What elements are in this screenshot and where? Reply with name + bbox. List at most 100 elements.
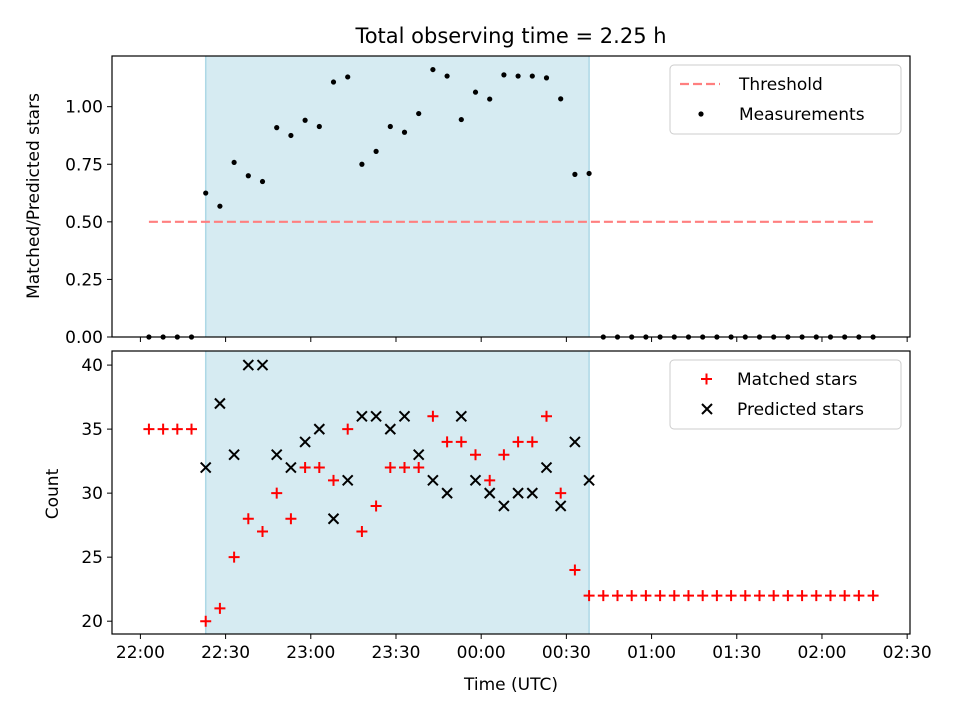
- predicted-stars-point: [342, 474, 354, 487]
- x-tick-label: 02:00: [797, 643, 846, 663]
- matched-stars-point: [271, 487, 283, 499]
- matched-stars-point: [569, 564, 581, 576]
- matched-stars-point: [200, 615, 212, 627]
- matched-stars-point: [739, 590, 751, 602]
- bottom-y-tick-label: 35: [81, 420, 103, 440]
- matched-stars-point: [143, 423, 155, 435]
- predicted-stars-point: [299, 436, 311, 448]
- matched-stars-point: [427, 410, 439, 422]
- matched-stars-point: [370, 500, 382, 512]
- measurement-point: [316, 123, 322, 130]
- matched-stars-point: [682, 590, 694, 602]
- legend-label-matched-stars: Matched stars: [737, 370, 857, 390]
- matched-stars-point: [470, 449, 482, 461]
- measurement-point: [529, 73, 535, 79]
- matched-stars-point: [242, 513, 254, 525]
- bottom-y-tick-label: 20: [81, 612, 103, 632]
- matched-stars-point: [455, 436, 467, 448]
- matched-stars-point: [725, 590, 737, 602]
- matched-stars-point: [597, 590, 609, 602]
- measurement-point: [217, 203, 223, 209]
- matched-stars-point: [399, 462, 411, 474]
- bottom-y-tick-label: 40: [81, 356, 103, 376]
- matched-stars-point: [313, 462, 325, 474]
- matched-stars-point: [257, 526, 269, 538]
- matched-stars-point: [214, 602, 226, 614]
- predicted-stars-point: [285, 461, 297, 474]
- measurement-point: [259, 178, 266, 185]
- matched-stars-point: [611, 590, 623, 602]
- matched-stars-point: [356, 526, 368, 538]
- matched-stars-point: [186, 423, 198, 435]
- matched-stars-point: [512, 436, 524, 448]
- top-y-tick-label: 1.00: [65, 98, 103, 118]
- matched-stars-point: [668, 590, 680, 602]
- x-tick-label: 01:30: [712, 643, 761, 663]
- top-y-tick-label: 0.25: [65, 270, 103, 290]
- matched-stars-point: [526, 436, 538, 448]
- matched-stars-point: [413, 462, 425, 474]
- x-tick-label: 23:00: [286, 643, 335, 663]
- measurement-point: [515, 73, 521, 79]
- top-legend: [669, 64, 902, 135]
- x-tick-label: 00:30: [542, 643, 591, 663]
- matched-stars-point: [484, 474, 496, 486]
- chart-title: Total observing time = 2.25 h: [354, 24, 666, 48]
- predicted-stars-point: [469, 474, 482, 487]
- measurement-point: [302, 117, 308, 123]
- x-tick-label: 01:00: [627, 643, 676, 663]
- matched-stars-point: [228, 551, 240, 563]
- matched-stars-point: [697, 590, 709, 602]
- matched-stars-point: [328, 474, 340, 486]
- matched-stars-point: [441, 436, 453, 448]
- matched-stars-point: [384, 462, 396, 474]
- legend-label-measurements: Measurements: [739, 105, 865, 125]
- top-axes-frame: [111, 55, 911, 338]
- predicted-stars-point: [214, 397, 226, 410]
- bottom-y-axis-label: Count: [43, 468, 63, 519]
- predicted-stars-point: [427, 474, 439, 487]
- matched-stars-point: [711, 590, 723, 602]
- matched-stars-point: [299, 462, 311, 474]
- matched-stars-point: [171, 423, 183, 435]
- measurement-point: [330, 79, 337, 85]
- matched-stars-point: [867, 590, 879, 602]
- matched-stars-point: [540, 410, 552, 422]
- bottom-y-tick-label: 30: [81, 484, 103, 504]
- measurement-point: [430, 66, 436, 73]
- legend-label-predicted-stars: Predicted stars: [737, 400, 864, 420]
- bottom-y-tick-label: 25: [81, 548, 103, 568]
- legend-label-threshold: Threshold: [738, 75, 823, 95]
- matched-stars-point: [157, 423, 169, 435]
- measurement-point: [387, 123, 393, 130]
- predicted-stars-point: [313, 423, 326, 435]
- x-tick-label: 22:30: [201, 643, 250, 663]
- measurement-point: [401, 129, 408, 135]
- predicted-stars-point: [384, 423, 397, 435]
- predicted-stars-point: [242, 359, 255, 371]
- measurement-point: [487, 96, 493, 102]
- top-observing-window: [205, 56, 590, 337]
- predicted-stars-point: [398, 410, 411, 423]
- measurement-point: [203, 190, 209, 196]
- measurement-point: [458, 116, 464, 123]
- matched-stars-point: [810, 590, 822, 602]
- predicted-stars-point: [412, 449, 425, 461]
- bottom-axes-frame: [111, 350, 911, 635]
- measurement-point: [345, 74, 351, 80]
- x-tick-label: 00:00: [457, 643, 506, 663]
- matched-stars-point: [583, 590, 595, 602]
- predicted-stars-point: [512, 487, 524, 499]
- x-tick-label: 22:00: [116, 643, 165, 663]
- matched-stars-point: [285, 513, 297, 525]
- matched-stars-point: [654, 590, 666, 602]
- matched-stars-point: [768, 590, 780, 602]
- top-y-tick-label: 0.75: [65, 155, 103, 175]
- predicted-stars-point: [356, 410, 368, 423]
- top-y-tick-label: 0.00: [65, 328, 103, 348]
- predicted-stars-point: [455, 410, 468, 423]
- predicted-stars-point: [228, 449, 240, 461]
- predicted-stars-point: [441, 487, 453, 499]
- measurement-point: [472, 89, 479, 95]
